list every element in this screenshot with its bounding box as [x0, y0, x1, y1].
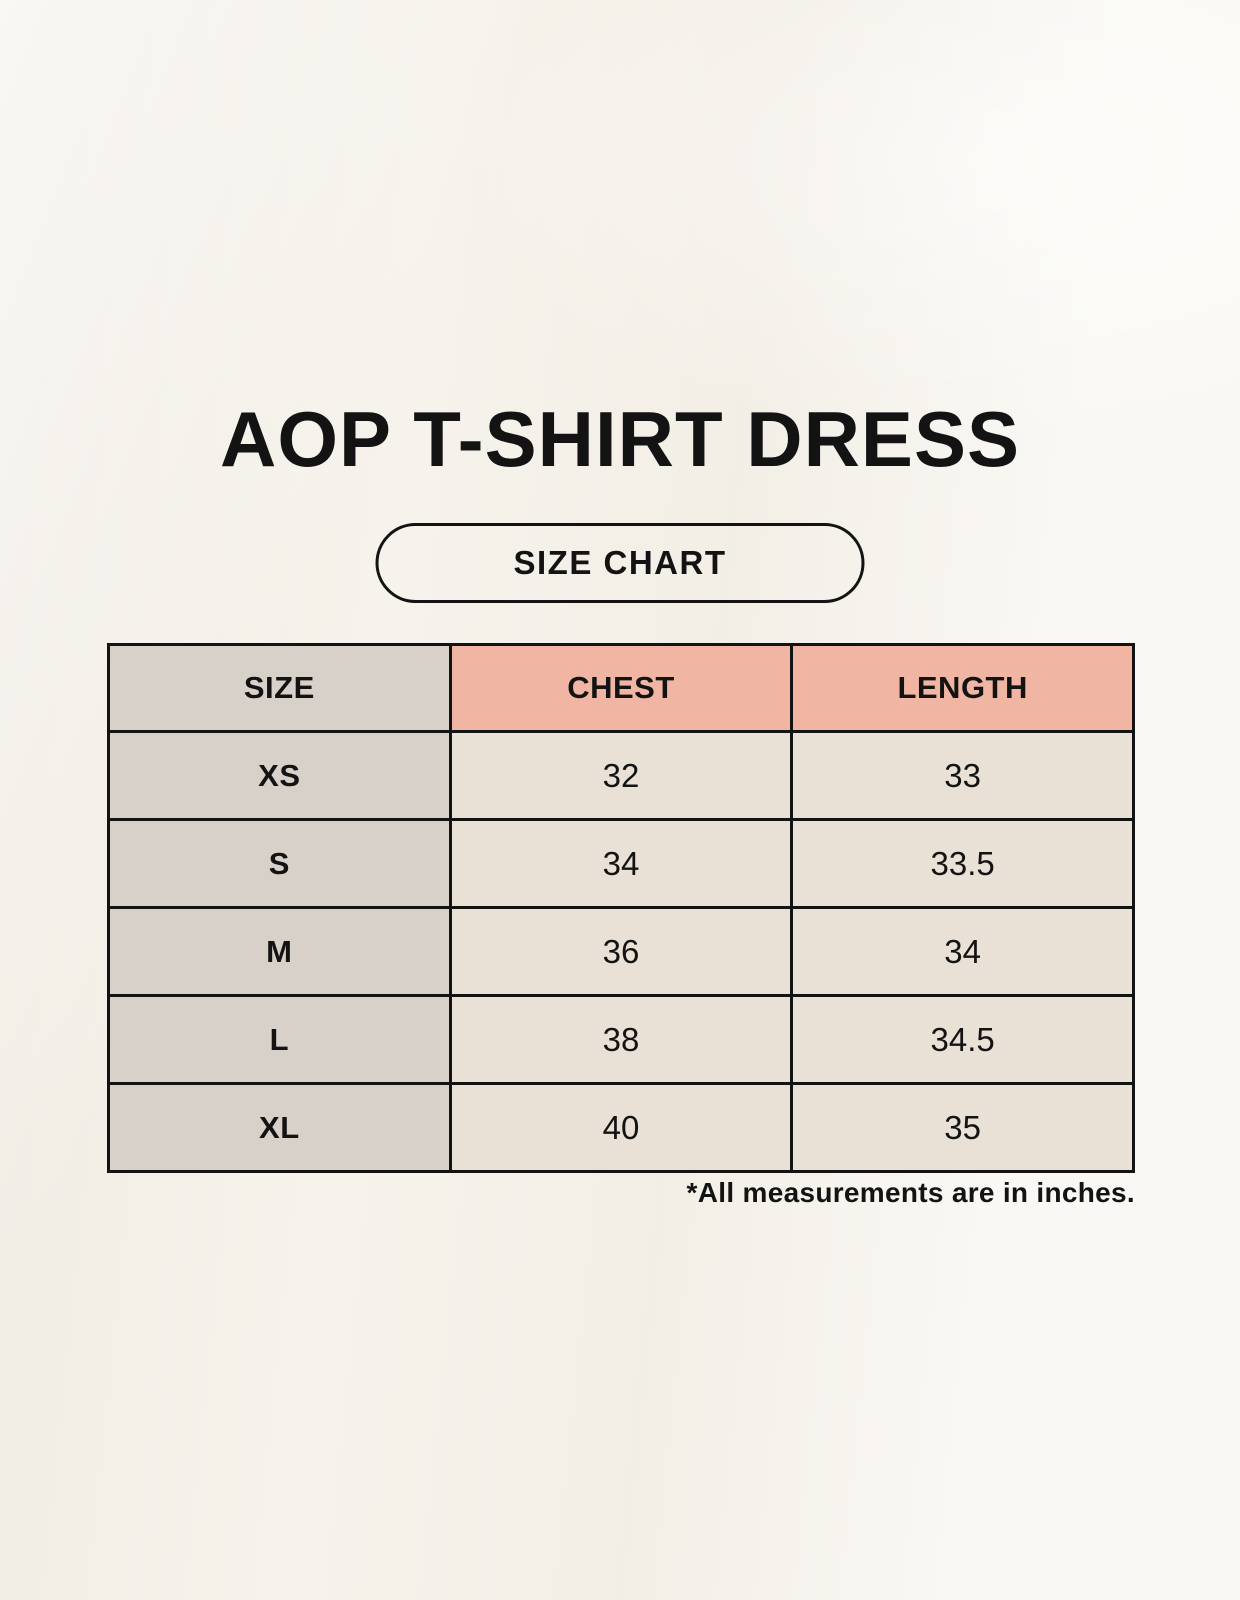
- size-table: SIZE CHEST LENGTH XS 32 33 S 34 33.5 M 3…: [107, 643, 1135, 1173]
- chest-value: 36: [448, 906, 794, 997]
- header-chest: CHEST: [448, 643, 794, 733]
- size-label: M: [107, 906, 452, 997]
- table-row-l: L 38 34.5: [107, 994, 1135, 1085]
- length-value: 34: [790, 906, 1135, 997]
- table-row-xs: XS 32 33: [107, 730, 1135, 821]
- table-row-xl: XL 40 35: [107, 1082, 1135, 1173]
- length-value: 33.5: [790, 818, 1135, 909]
- length-value: 35: [790, 1082, 1135, 1173]
- chest-value: 34: [448, 818, 794, 909]
- length-value: 33: [790, 730, 1135, 821]
- header-length: LENGTH: [790, 643, 1135, 733]
- chest-value: 40: [448, 1082, 794, 1173]
- size-label: XS: [107, 730, 452, 821]
- size-label: S: [107, 818, 452, 909]
- chest-value: 32: [448, 730, 794, 821]
- header-size: SIZE: [107, 643, 452, 733]
- length-value: 34.5: [790, 994, 1135, 1085]
- measurement-note: *All measurements are in inches.: [686, 1177, 1135, 1208]
- size-label: XL: [107, 1082, 452, 1173]
- size-label: L: [107, 994, 452, 1085]
- size-chart-badge-label: SIZE CHART: [513, 544, 727, 581]
- table-row-m: M 36 34: [107, 906, 1135, 997]
- table-header-row: SIZE CHEST LENGTH: [107, 643, 1135, 733]
- table-row-s: S 34 33.5: [107, 818, 1135, 909]
- product-title: AOP T-SHIRT DRESS: [219, 395, 1020, 483]
- chest-value: 38: [448, 994, 794, 1085]
- size-chart-badge: SIZE CHART: [375, 523, 865, 603]
